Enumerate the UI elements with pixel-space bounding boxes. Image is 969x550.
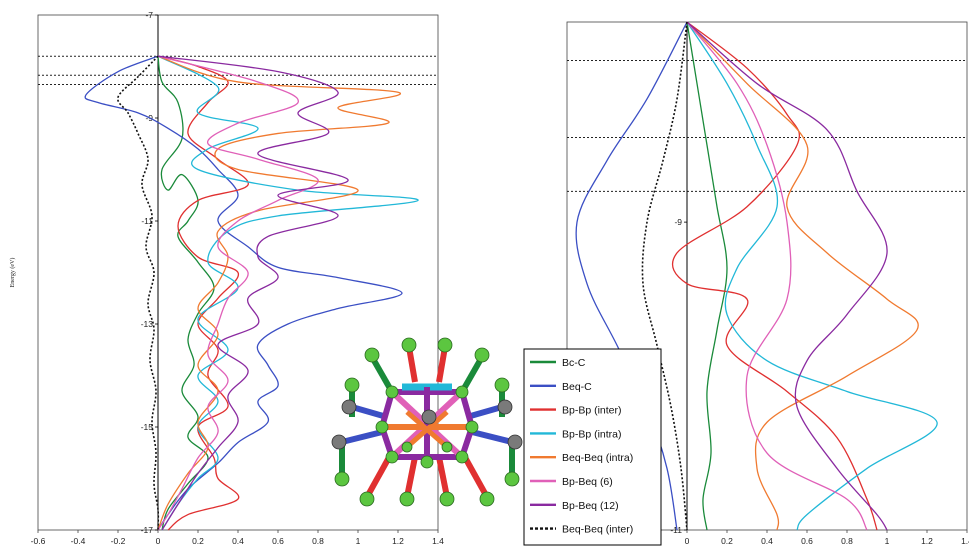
left-x-tick-label: 0.8 (312, 536, 324, 546)
left-x-tick-label: 0.4 (232, 536, 244, 546)
legend-entry: Beq-Beq (intra) (562, 452, 633, 464)
right-series-bp-beq-12 (686, 21, 888, 531)
left-x-tick-label: 1 (356, 536, 361, 546)
legend-entry: Bp-Bp (inter) (562, 405, 622, 417)
legend-entry: Beq-Beq (inter) (562, 524, 633, 536)
left-x-tick-label: 0 (156, 536, 161, 546)
legend-entry: Beq-C (562, 381, 592, 393)
right-x-tick-label: 0.6 (801, 536, 813, 546)
left-dos-panel: -0.6 -0.4 -0.2 0 0.2 0.4 0.6 0.8 1 1.2 1.4-7-9-11-… (9, 10, 444, 546)
cluster-structure-illustration (331, 337, 523, 507)
left-y-tick-label: -13 (141, 319, 154, 329)
right-x-tick-label: 0.8 (841, 536, 853, 546)
legend-entry: Bp-Bp (intra) (562, 428, 622, 440)
right-x-tick-label: 0.4 (761, 536, 773, 546)
right-series-beq-beq-intra (686, 21, 919, 531)
right-x-tick-label: 0 (685, 536, 690, 546)
left-x-tick-label: -0.4 (71, 536, 86, 546)
right-series-bp-bp-inter (672, 21, 878, 531)
left-series-bp-beq-6 (157, 55, 319, 531)
left-series-beq-c (84, 55, 403, 531)
left-y-axis-label: Energy (eV) (9, 258, 16, 288)
left-y-tick-label: -11 (141, 216, 153, 226)
right-x-tick-label: 1.4 (961, 536, 969, 546)
left-x-tick-label: 0.6 (272, 536, 284, 546)
right-x-tick-label: 1 (885, 536, 890, 546)
right-series-bp-bp-intra (686, 21, 938, 531)
left-series-beq-beq-intra (157, 55, 402, 531)
right-series-bp-beq-6 (686, 21, 868, 531)
legend-entry: Bp-Beq (6) (562, 476, 613, 488)
right-y-tick-label: -9 (674, 217, 682, 227)
left-series-bp-beq-12 (157, 55, 349, 531)
right-x-tick-label: 0.2 (721, 536, 733, 546)
left-series-bp-bp-inter (157, 55, 249, 531)
left-x-tick-label: 0.2 (192, 536, 204, 546)
left-x-tick-label: 1.4 (432, 536, 444, 546)
left-series-bc-c (157, 56, 215, 531)
legend: Bc-C Beq-C Bp-Bp (inter) Bp-Bp (intra) Beq-B… (523, 348, 662, 546)
left-series-beq-beq-inter (117, 55, 160, 531)
left-x-tick-label: 1.2 (392, 536, 404, 546)
legend-entry: Bc-C (562, 357, 586, 369)
legend-entry: Bp-Beq (12) (562, 500, 619, 512)
right-y-tick-label: -11 (670, 525, 682, 535)
left-y-tick-label: -17 (141, 525, 154, 535)
right-series-bc-c (686, 21, 728, 531)
left-x-tick-label: -0.6 (31, 536, 46, 546)
right-x-tick-label: 1.2 (921, 536, 933, 546)
left-x-tick-label: -0.2 (111, 536, 126, 546)
left-y-tick-label: -15 (141, 422, 154, 432)
left-y-tick-label: -7 (145, 10, 153, 20)
legend-box (523, 348, 662, 546)
